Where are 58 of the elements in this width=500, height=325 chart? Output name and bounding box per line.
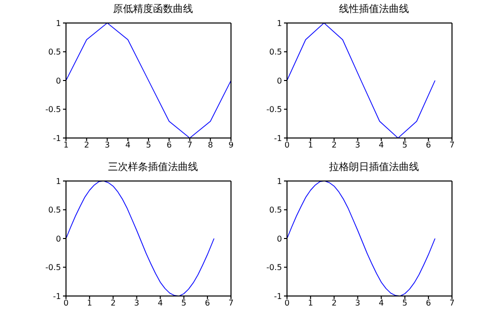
x-tick-label: 9 (228, 140, 234, 150)
x-tick-label: 2 (332, 140, 337, 150)
x-tick-label: 1 (63, 140, 69, 150)
y-tick-label: -0.5 (266, 263, 282, 272)
x-tick-label: 2 (84, 140, 90, 150)
chart-title: 原低精度函数曲线 (112, 2, 194, 17)
y-tick-label: -1 (274, 292, 282, 301)
y-tick-label: -0.5 (266, 105, 282, 114)
y-tick-label: -1 (53, 134, 61, 143)
x-tick-label: 7 (449, 140, 455, 150)
chart-title: 拉格朗日插值法曲线 (328, 160, 420, 175)
x-tick-label: 6 (166, 140, 172, 150)
y-tick-label: 0.5 (269, 206, 282, 215)
x-tick-label: 3 (355, 298, 360, 308)
x-tick-label: 4 (378, 140, 384, 150)
x-tick-label: 6 (204, 298, 210, 308)
x-tick-label: 3 (355, 140, 360, 150)
x-tick-label: 4 (125, 140, 130, 150)
x-tick-label: 5 (402, 140, 408, 150)
y-tick-label: 0 (276, 76, 282, 86)
x-tick-label: 1 (308, 140, 314, 150)
x-tick-label: 0 (63, 298, 69, 308)
y-tick-label: 0 (56, 76, 61, 86)
x-tick-label: 5 (146, 140, 152, 150)
y-tick-label: -1 (274, 134, 282, 143)
x-tick-label: 3 (104, 140, 110, 150)
x-tick-label: 7 (228, 298, 234, 308)
y-tick-label: 1 (276, 18, 282, 28)
y-tick-label: 1 (56, 18, 61, 28)
y-tick-label: 1 (276, 176, 282, 186)
x-tick-label: 2 (110, 298, 116, 308)
x-tick-label: 0 (284, 140, 290, 150)
x-tick-label: 8 (208, 140, 213, 150)
x-tick-label: 4 (378, 298, 384, 308)
y-tick-label: 0.5 (269, 48, 282, 57)
y-tick-label: -0.5 (45, 105, 61, 114)
x-tick-label: 4 (158, 298, 163, 308)
x-tick-label: 6 (426, 298, 431, 308)
y-tick-label: 0.5 (48, 206, 61, 215)
y-tick-label: -0.5 (45, 263, 61, 272)
x-tick-label: 3 (134, 298, 140, 308)
y-tick-label: -1 (53, 292, 61, 301)
y-tick-label: 0 (56, 234, 61, 244)
line-series (66, 23, 231, 138)
y-tick-label: 1 (56, 176, 61, 186)
x-tick-label: 2 (332, 298, 337, 308)
x-tick-label: 1 (308, 298, 314, 308)
x-tick-label: 5 (181, 298, 186, 308)
x-tick-label: 7 (187, 140, 192, 150)
x-tick-label: 7 (449, 298, 455, 308)
y-tick-label: 0 (276, 234, 282, 244)
chart-title: 线性插值法曲线 (338, 2, 410, 17)
x-tick-label: 0 (284, 298, 290, 308)
y-tick-label: 0.5 (48, 48, 61, 57)
x-tick-label: 6 (426, 140, 431, 150)
x-tick-label: 5 (402, 298, 408, 308)
chart-title: 三次样条插值法曲线 (107, 160, 199, 175)
x-tick-label: 1 (87, 298, 92, 308)
